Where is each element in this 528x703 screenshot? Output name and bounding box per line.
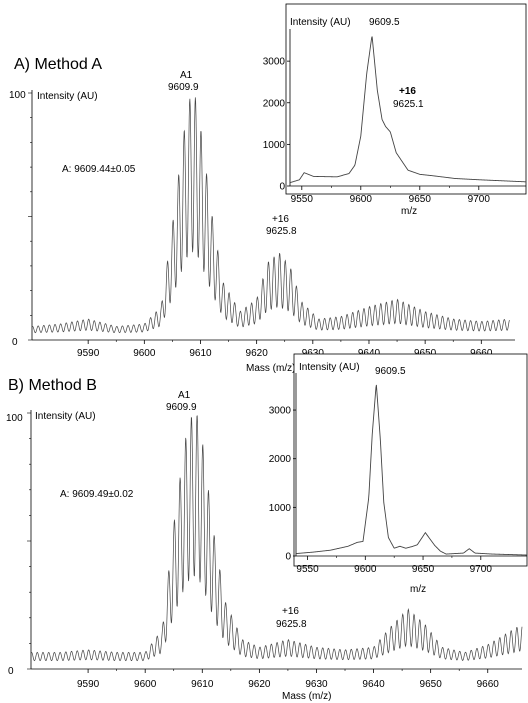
panel-b-inset-frame [293,353,528,567]
panel-a-inset-peak2-name: +16 [399,86,416,97]
y-tick-label: 1000 [263,140,286,151]
panel-b-peak1-name: A1 [178,390,191,401]
x-tick-label: 9550 [291,194,314,205]
x-tick-label: 9610 [189,348,212,359]
x-tick-label: 9640 [358,348,381,359]
x-tick-label: 9630 [302,348,325,359]
x-tick-label: 9650 [412,564,435,575]
panel-a-inset-frame [285,3,527,195]
x-tick-label: 9650 [409,194,432,205]
panel-a-inset-plot: 9550 9600 9650 9700 0 1000 2000 3000 [263,29,527,205]
panel-b-summary: A: 9609.49±0.02 [60,489,134,500]
panel-a-summary: A: 9609.44±0.05 [62,164,136,175]
panel-b-peak1-mass: 9609.9 [166,402,197,413]
panel-b-y-tick-100: 100 [6,413,23,424]
panel-b: B) Method B 100 0 Intensity (AU) A: 9609… [6,353,528,702]
panel-b-peak2-name: +16 [282,606,299,617]
y-tick-label: 1000 [269,503,292,514]
spectrum-trace [289,36,527,184]
y-tick-label: 0 [285,552,291,563]
spectrum-trace [295,384,528,556]
y-tick-label: 3000 [263,57,286,68]
panel-b-inset-peak-mass: 9609.5 [375,366,406,377]
panel-a-main-plot: 9590 9600 9610 9620 9630 9640 9650 9660 [28,90,515,359]
panel-a-label: A) Method A [14,56,102,73]
panel-a-inset-peak-mass: 9609.5 [369,17,400,28]
y-tick-label: 2000 [263,98,286,109]
y-tick-label: 2000 [269,454,292,465]
x-tick-label: 9700 [470,564,493,575]
spectrum-trace [30,415,523,662]
x-tick-label: 9630 [305,679,328,690]
panel-a: A) Method A 100 0 Intensity (AU) A: 9609… [9,3,527,374]
x-tick-label: 9600 [133,348,156,359]
x-tick-label: 9640 [362,679,385,690]
panel-a-inset-peak2-mass: 9625.1 [393,99,424,110]
panel-a-peak1-mass: 9609.9 [168,82,199,93]
x-tick-label: 9600 [350,194,373,205]
panel-a-inset-x-label: m/z [401,206,417,217]
panel-a-peak1-name: A1 [180,70,193,81]
spectrum-trace [31,97,510,334]
x-tick-label: 9600 [134,679,157,690]
panel-b-inset-x-label: m/z [410,584,426,595]
panel-a-x-label: Mass (m/z) [246,363,295,374]
x-tick-label: 9620 [248,679,271,690]
x-tick-label: 9650 [414,348,437,359]
x-tick-label: 9610 [191,679,214,690]
panel-a-peak2-name: +16 [272,214,289,225]
x-tick-label: 9550 [296,564,319,575]
panel-a-y-tick-0: 0 [12,337,18,348]
x-tick-label: 9700 [468,194,491,205]
panel-a-peak2-mass: 9625.8 [266,226,297,237]
panel-b-main-y-label: Intensity (AU) [35,411,96,422]
x-tick-label: 9590 [77,348,100,359]
y-tick-label: 0 [279,182,285,193]
panel-a-y-tick-100: 100 [9,90,26,101]
panel-b-inset-plot: 9550 9600 9650 9700 0 1000 2000 3000 [269,373,528,575]
panel-b-peak2-mass: 9625.8 [276,619,307,630]
x-tick-label: 9600 [354,564,377,575]
x-tick-label: 9590 [77,679,100,690]
panel-b-inset-y-label: Intensity (AU) [299,362,360,373]
x-tick-label: 9660 [477,679,500,690]
x-tick-label: 9650 [420,679,443,690]
x-tick-label: 9620 [246,348,269,359]
panel-b-label: B) Method B [8,377,97,394]
y-tick-label: 3000 [269,406,292,417]
panel-a-main-y-label: Intensity (AU) [37,91,98,102]
panel-b-y-tick-0: 0 [8,666,14,677]
panel-a-inset-y-label: Intensity (AU) [290,17,351,28]
x-tick-label: 9660 [470,348,493,359]
panel-b-x-label: Mass (m/z) [282,691,331,702]
panel-b-main-plot: 9590 9600 9610 9620 9630 9640 9650 9660 [27,410,523,690]
